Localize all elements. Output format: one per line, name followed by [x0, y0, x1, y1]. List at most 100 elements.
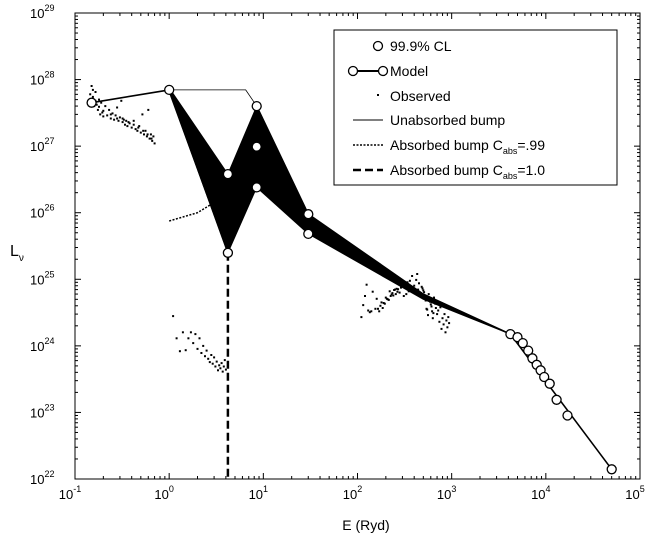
observed-point	[192, 342, 195, 345]
observed-point	[106, 114, 109, 117]
observed-point	[126, 125, 129, 128]
observed-point	[436, 313, 439, 316]
x-tick-label: 102	[343, 484, 362, 502]
observed-point	[433, 296, 435, 299]
observed-point	[104, 105, 107, 108]
observed-point	[147, 108, 150, 111]
observed-point	[149, 133, 152, 136]
observed-point	[432, 312, 435, 315]
cl-marker	[251, 100, 262, 112]
observed-point	[138, 125, 141, 128]
observed-point	[394, 293, 397, 296]
observed-point	[392, 294, 395, 297]
observed-point	[447, 316, 450, 319]
observed-point	[360, 316, 363, 319]
observed-point	[189, 331, 192, 334]
observed-point	[381, 307, 384, 309]
observed-point	[217, 369, 219, 372]
observed-point	[202, 344, 205, 347]
observed-point	[416, 273, 419, 275]
observed-point	[91, 95, 94, 98]
observed-point	[145, 135, 148, 138]
observed-point	[148, 137, 151, 140]
observed-point	[418, 295, 421, 297]
legend-observed-label: Observed	[390, 88, 451, 104]
observed-point	[444, 331, 447, 334]
observed-point	[134, 128, 137, 131]
legend-abs10-tail: =1.0	[517, 162, 545, 178]
observed-point	[370, 310, 373, 313]
y-tick-exponent: 24	[44, 336, 54, 346]
observed-point	[398, 291, 401, 294]
observed-point	[114, 114, 117, 117]
observed-point	[120, 99, 123, 102]
observed-point	[218, 364, 221, 367]
cl-marker	[222, 247, 234, 258]
legend-abs10-label: Absorbed bump Cabs=1.0	[390, 162, 545, 181]
cl-marker	[251, 182, 262, 193]
y-axis-label-main: L	[10, 243, 19, 260]
observed-point	[99, 113, 102, 116]
observed-point	[109, 117, 112, 120]
y-tick-label: 1024	[30, 336, 54, 354]
y-axis-label: Lν	[10, 243, 24, 264]
observed-point	[423, 294, 426, 297]
observed-point	[198, 337, 201, 340]
observed-point	[407, 290, 410, 293]
unabsorbed-bump-line	[169, 89, 258, 107]
observed-point	[101, 111, 104, 114]
observed-point	[132, 123, 135, 126]
observed-point	[411, 275, 414, 277]
observed-point	[125, 119, 128, 122]
observed-point	[428, 298, 431, 301]
observed-point	[424, 299, 427, 302]
y-tick-label: 1023	[30, 402, 54, 420]
observed-point	[418, 282, 420, 285]
x-tick-exponent: 1	[263, 484, 268, 494]
cl-marker	[606, 464, 617, 475]
observed-point	[141, 113, 144, 116]
observed-point	[422, 289, 425, 292]
y-tick-exponent: 23	[44, 402, 54, 412]
observed-point	[368, 311, 371, 314]
observed-point	[379, 304, 382, 307]
observed-point	[408, 279, 411, 282]
observed-point	[116, 117, 119, 120]
observed-point	[434, 307, 437, 309]
observed-point	[390, 293, 393, 296]
legend-box	[333, 29, 618, 186]
x-tick-exponent: 4	[546, 484, 551, 494]
observed-point	[94, 91, 97, 93]
legend-observed-marker	[377, 94, 379, 96]
observed-point	[178, 350, 181, 353]
cl-marker	[551, 394, 562, 405]
plot-area	[86, 84, 617, 479]
y-tick-label: 1026	[30, 203, 54, 221]
y-tick-exponent: 27	[44, 136, 54, 146]
x-tick-label: 10-1	[59, 484, 81, 502]
observed-point	[207, 357, 210, 360]
plot-content	[86, 84, 617, 479]
observed-point	[438, 320, 441, 323]
observed-point	[152, 135, 155, 138]
observed-point	[378, 310, 381, 313]
cl-marker	[523, 345, 534, 356]
legend-item-observed: Observed	[377, 88, 451, 104]
observed-point	[374, 307, 377, 310]
observed-point	[175, 337, 178, 340]
observed-point	[128, 122, 131, 125]
observed-point	[144, 129, 147, 132]
cl-marker	[86, 97, 97, 108]
observed-point	[221, 370, 224, 373]
observed-point	[431, 317, 434, 320]
observed-point	[391, 292, 394, 295]
observed-point	[419, 292, 422, 295]
observed-point	[96, 108, 99, 111]
observed-point	[205, 349, 208, 352]
observed-point	[214, 365, 217, 368]
observed-point	[443, 313, 446, 316]
observed-point	[371, 290, 374, 293]
legend-abs99-sub: abs	[503, 146, 518, 156]
observed-point	[208, 361, 211, 364]
observed-point	[423, 291, 426, 294]
